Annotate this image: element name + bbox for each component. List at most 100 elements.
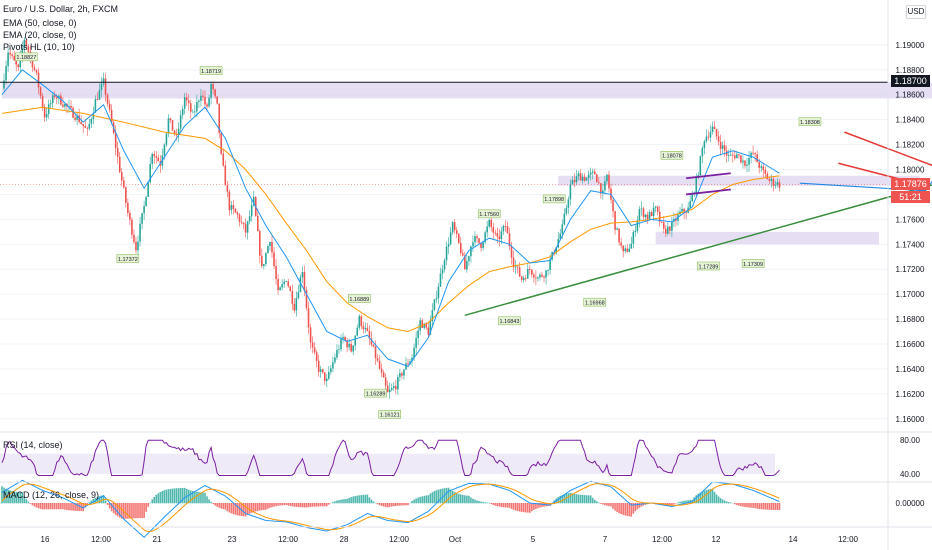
pivot-label: 1.16843 xyxy=(500,319,520,325)
ema-50-line xyxy=(1,106,780,333)
pivot-label: 1.16289 xyxy=(366,391,386,397)
macd-histogram-bar xyxy=(133,503,135,519)
macd-histogram-bar xyxy=(11,490,13,504)
ema-slow-legend[interactable]: EMA (50, close, 0) xyxy=(3,18,77,28)
candle-body xyxy=(368,330,371,339)
macd-histogram-bar xyxy=(116,503,119,517)
candle-body xyxy=(754,153,756,155)
candle-body xyxy=(344,336,346,341)
macd-histogram-bar xyxy=(593,499,596,504)
y-tick-label: 1.17600 xyxy=(896,215,925,224)
signal-line xyxy=(1,483,780,533)
macd-histogram-bar xyxy=(758,503,760,509)
y-tick-label: 1.16000 xyxy=(896,415,925,424)
candle-body xyxy=(60,95,62,105)
macd-histogram-bar xyxy=(31,503,34,506)
candle-body xyxy=(145,196,147,207)
macd-histogram-bar xyxy=(468,495,470,504)
pivots-legend[interactable]: Pivots HL (10, 10) xyxy=(3,42,75,52)
macd-histogram-bar xyxy=(537,503,539,509)
candle-body xyxy=(563,213,566,225)
macd-histogram-bar xyxy=(705,489,708,504)
candle-body xyxy=(776,182,779,186)
candle-body xyxy=(334,357,336,363)
ascending-trendline xyxy=(464,184,932,317)
macd-histogram-bar xyxy=(459,494,462,504)
candle-body xyxy=(362,326,365,330)
y-tick-label: 1.16200 xyxy=(896,390,925,399)
candlestick-series xyxy=(3,37,781,399)
candle-body xyxy=(707,136,710,138)
macd-histogram-bar xyxy=(512,503,515,510)
macd-histogram-bar xyxy=(752,503,754,508)
macd-histogram-bar xyxy=(289,503,292,506)
macd-histogram-bar xyxy=(208,499,210,504)
candle-body xyxy=(108,103,111,110)
candle-body xyxy=(307,308,310,328)
macd-histogram-bar xyxy=(762,503,765,510)
candle-body xyxy=(632,232,635,244)
macd-histogram-bar xyxy=(774,503,777,510)
y-tick-label: 1.18600 xyxy=(896,91,925,100)
candle-body xyxy=(228,191,231,211)
candle-body xyxy=(652,207,655,217)
candle-body xyxy=(541,274,543,277)
macd-histogram-bar xyxy=(25,499,28,504)
macd-histogram-bar xyxy=(66,503,68,511)
candle-body xyxy=(88,123,91,129)
candle-body xyxy=(748,157,750,165)
currency-button[interactable]: USD xyxy=(906,5,926,19)
candle-body xyxy=(376,358,379,361)
candle-body xyxy=(169,118,172,121)
macd-histogram-bar xyxy=(98,496,101,504)
macd-histogram-bar xyxy=(606,503,608,506)
candle-body xyxy=(506,226,509,234)
macd-histogram-bar xyxy=(137,503,139,519)
macd-histogram-bar xyxy=(614,503,616,511)
candle-body xyxy=(143,206,145,214)
macd-histogram-bar xyxy=(254,503,257,512)
x-tick-label: 16 xyxy=(41,535,50,544)
macd-histogram-bar xyxy=(504,503,507,508)
macd-histogram-bar xyxy=(356,495,359,504)
candle-body xyxy=(321,369,324,373)
candle-body xyxy=(508,233,511,247)
macd-histogram-bar xyxy=(484,502,486,504)
macd-histogram-bar xyxy=(58,503,60,510)
macd-histogram-bar xyxy=(419,496,421,504)
candle-body xyxy=(173,130,176,135)
macd-histogram-bar xyxy=(600,503,602,504)
candle-body xyxy=(618,228,620,243)
macd-histogram-bar xyxy=(220,503,223,509)
macd-histogram-bar xyxy=(165,489,168,504)
candle-body xyxy=(457,233,460,243)
macd-histogram-bar xyxy=(256,503,259,511)
candle-body xyxy=(447,244,450,247)
macd-histogram-bar xyxy=(713,491,716,504)
macd-histogram-bar xyxy=(210,501,212,504)
candle-body xyxy=(715,129,718,137)
macd-histogram-bar xyxy=(376,503,379,505)
candle-body xyxy=(740,155,742,163)
candle-body xyxy=(179,115,182,129)
macd-histogram-bar xyxy=(252,503,255,513)
ema-fast-legend[interactable]: EMA (20, close, 0) xyxy=(3,30,77,40)
candle-body xyxy=(415,337,417,348)
macd-histogram-bar xyxy=(567,493,570,504)
candle-body xyxy=(660,221,663,223)
candle-body xyxy=(476,236,478,239)
macd-histogram-bar xyxy=(435,490,438,504)
candle-body xyxy=(433,299,436,311)
candle-body xyxy=(64,103,66,107)
candle-body xyxy=(401,373,403,376)
macd-legend[interactable]: MACD (12, 26, close, 9) xyxy=(3,490,100,500)
y-tick-label: 1.17000 xyxy=(896,290,925,299)
macd-histogram-bar xyxy=(3,487,5,504)
rsi-line xyxy=(1,439,780,477)
pivot-label-box xyxy=(697,261,720,271)
rsi-legend[interactable]: RSI (14, close) xyxy=(3,440,63,450)
candle-body xyxy=(569,184,572,200)
pivot-label-box xyxy=(15,52,38,62)
candle-body xyxy=(736,154,738,159)
